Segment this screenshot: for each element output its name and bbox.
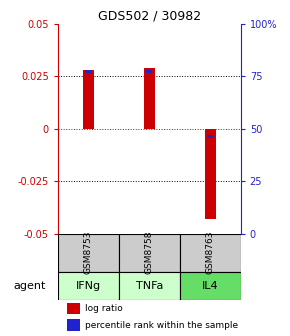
Bar <box>58 271 119 300</box>
Text: GSM8758: GSM8758 <box>145 231 154 274</box>
Bar <box>67 320 80 331</box>
Bar <box>119 234 180 271</box>
Text: percentile rank within the sample: percentile rank within the sample <box>85 321 239 330</box>
Bar <box>85 70 91 73</box>
Bar <box>180 271 241 300</box>
Text: TNFa: TNFa <box>136 281 163 291</box>
Text: log ratio: log ratio <box>85 304 123 313</box>
Bar <box>180 234 241 271</box>
Title: GDS502 / 30982: GDS502 / 30982 <box>98 9 201 23</box>
Bar <box>207 135 213 138</box>
Bar <box>205 129 216 219</box>
Bar <box>119 271 180 300</box>
Bar <box>83 70 94 129</box>
Bar <box>146 70 153 73</box>
Bar <box>58 234 119 271</box>
Bar <box>144 68 155 129</box>
Bar <box>67 303 80 314</box>
Text: IL4: IL4 <box>202 281 219 291</box>
Text: GSM8763: GSM8763 <box>206 231 215 274</box>
Text: GSM8753: GSM8753 <box>84 231 93 274</box>
Text: IFNg: IFNg <box>76 281 101 291</box>
Text: agent: agent <box>13 281 46 291</box>
